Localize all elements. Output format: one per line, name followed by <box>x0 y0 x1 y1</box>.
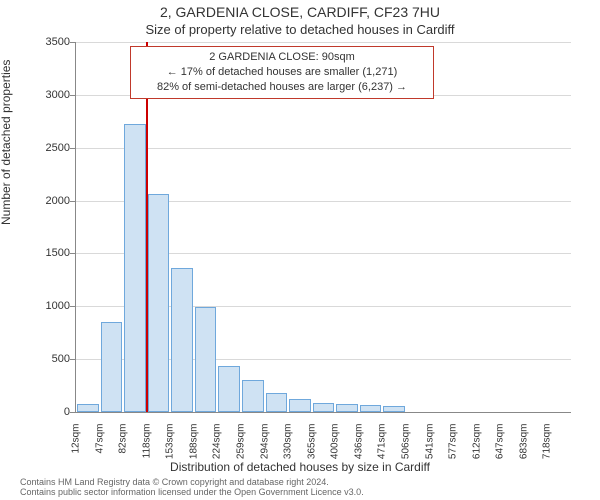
x-tick-label: 541sqm <box>424 424 435 484</box>
histogram-bar <box>171 268 193 412</box>
x-axis-label: Distribution of detached houses by size … <box>0 460 600 474</box>
y-tick-label: 3000 <box>20 89 70 101</box>
y-tick-label: 3500 <box>20 36 70 48</box>
y-axis-label: Number of detached properties <box>0 60 13 225</box>
histogram-bar <box>242 380 264 412</box>
x-tick-label: 47sqm <box>94 424 105 484</box>
histogram-bar <box>148 194 170 412</box>
histogram-bar <box>336 404 358 412</box>
x-tick-label: 718sqm <box>542 424 553 484</box>
annotation-box: 2 GARDENIA CLOSE: 90sqm ← 17% of detache… <box>130 46 434 99</box>
footer-line-2: Contains public sector information licen… <box>20 488 364 498</box>
title-line-2: Size of property relative to detached ho… <box>0 22 600 37</box>
histogram-bar <box>101 322 123 412</box>
x-tick-label: 471sqm <box>377 424 388 484</box>
histogram-bar <box>360 405 382 412</box>
x-tick-label: 612sqm <box>471 424 482 484</box>
x-tick-label: 224sqm <box>212 424 223 484</box>
gridline <box>76 148 571 149</box>
histogram-bar <box>383 406 405 412</box>
chart-container: 2, GARDENIA CLOSE, CARDIFF, CF23 7HU Siz… <box>0 0 600 500</box>
y-tick-label: 2500 <box>20 142 70 154</box>
x-tick-label: 577sqm <box>448 424 459 484</box>
x-tick-label: 188sqm <box>188 424 199 484</box>
histogram-bar <box>313 403 335 413</box>
annotation-line-3: 82% of semi-detached houses are larger (… <box>137 80 427 95</box>
footer: Contains HM Land Registry data © Crown c… <box>20 478 364 498</box>
gridline <box>76 42 571 43</box>
y-tick-label: 2000 <box>20 195 70 207</box>
histogram-bar <box>77 404 99 412</box>
x-tick-label: 12sqm <box>70 424 81 484</box>
histogram-bar <box>266 393 288 412</box>
annotation-line-1: 2 GARDENIA CLOSE: 90sqm <box>137 50 427 65</box>
y-tick-label: 500 <box>20 353 70 365</box>
annotation-line-2: ← 17% of detached houses are smaller (1,… <box>137 65 427 80</box>
x-tick-label: 400sqm <box>330 424 341 484</box>
x-tick-label: 506sqm <box>400 424 411 484</box>
x-tick-label: 683sqm <box>518 424 529 484</box>
histogram-bar <box>124 124 146 412</box>
x-tick-label: 365sqm <box>306 424 317 484</box>
x-tick-label: 436sqm <box>353 424 364 484</box>
x-tick-label: 647sqm <box>495 424 506 484</box>
histogram-bar <box>218 366 240 413</box>
x-tick-label: 118sqm <box>141 424 152 484</box>
histogram-bar <box>195 307 217 412</box>
x-tick-label: 153sqm <box>165 424 176 484</box>
title-line-1: 2, GARDENIA CLOSE, CARDIFF, CF23 7HU <box>0 4 600 20</box>
x-tick-label: 330sqm <box>283 424 294 484</box>
x-tick-label: 294sqm <box>259 424 270 484</box>
x-tick-label: 259sqm <box>235 424 246 484</box>
x-tick-label: 82sqm <box>118 424 129 484</box>
y-tick-label: 1500 <box>20 247 70 259</box>
histogram-bar <box>289 399 311 412</box>
y-tick-label: 1000 <box>20 300 70 312</box>
y-tick-label: 0 <box>20 406 70 418</box>
